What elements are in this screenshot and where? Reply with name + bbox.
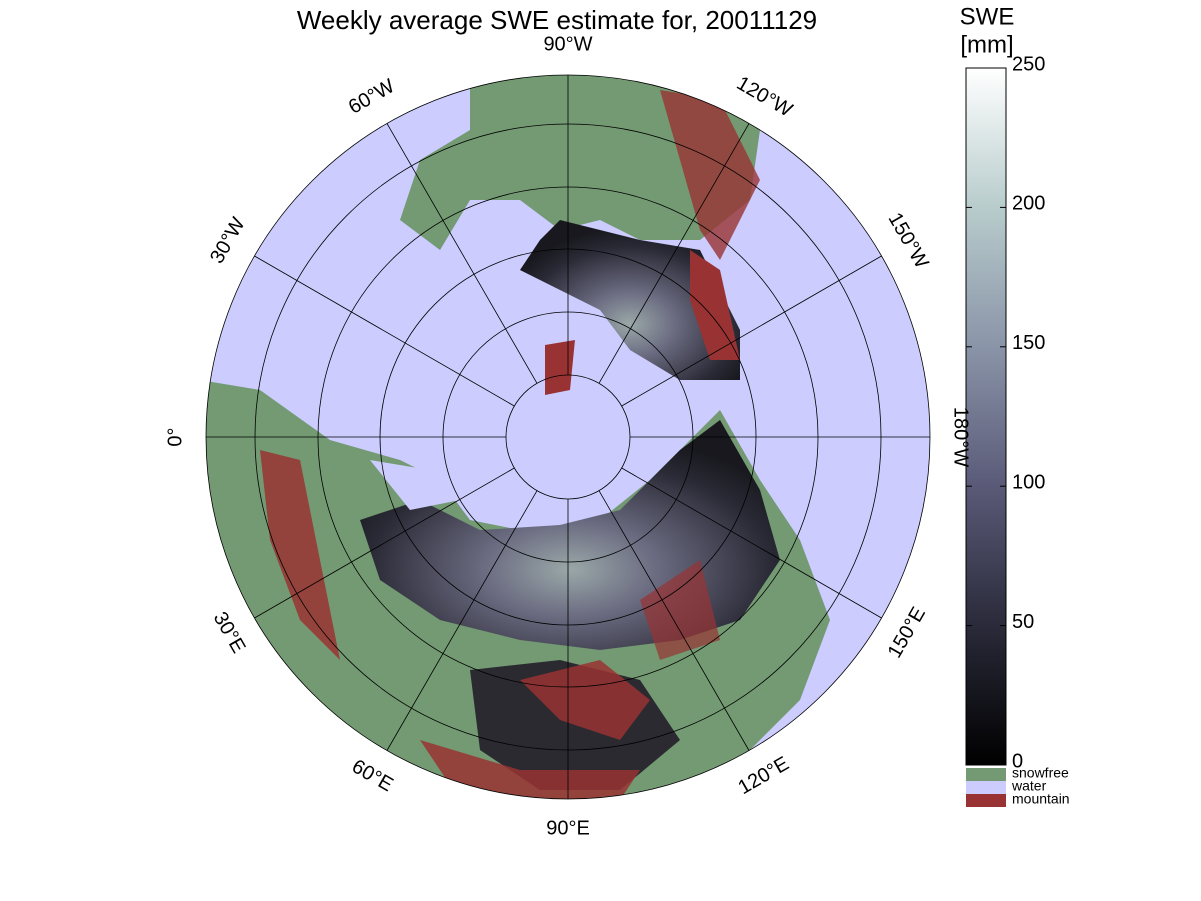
land-mountain <box>260 450 340 660</box>
land-mountain <box>520 660 650 740</box>
meridian <box>621 255 882 407</box>
meridian <box>386 123 538 384</box>
longitude-label: 120°E <box>734 753 792 799</box>
legend-swatch <box>966 794 1006 807</box>
legend-label: mountain <box>1012 791 1070 807</box>
meridian <box>598 490 750 751</box>
meridian <box>386 490 538 751</box>
longitude-label: 60°E <box>348 755 397 796</box>
longitude-label: 0° <box>164 427 186 446</box>
longitude-label: 120°W <box>733 72 796 121</box>
meridian <box>598 123 750 384</box>
graticule <box>205 74 931 800</box>
colorbar-tick-label: 0 <box>1012 750 1023 772</box>
land-snow <box>520 220 740 380</box>
colorbar-title: SWE <box>960 3 1015 30</box>
meridian <box>254 467 515 619</box>
longitude-label: 90°E <box>546 817 590 839</box>
land-mountain <box>690 250 740 360</box>
greenland <box>545 340 575 395</box>
land-mountain <box>660 90 760 260</box>
longitude-label: 30°W <box>206 214 250 268</box>
longitude-label: 90°W <box>543 33 592 55</box>
map-title: Weekly average SWE estimate for, 2001112… <box>297 5 817 35</box>
legend-label: water <box>1011 778 1047 794</box>
longitude-label: 60°W <box>345 75 399 119</box>
map-body <box>206 75 930 799</box>
land-mountain <box>420 740 640 799</box>
longitude-label: 150°W <box>884 209 933 272</box>
land-mountain <box>640 560 720 660</box>
meridian <box>621 467 882 619</box>
water-body <box>370 460 460 510</box>
colorbar-tick-label: 100 <box>1012 471 1045 493</box>
colorbar <box>965 67 1007 766</box>
legend-swatch <box>966 781 1006 794</box>
legend-swatch <box>966 768 1006 781</box>
colorbar-tick-label: 50 <box>1012 611 1034 633</box>
colorbar-tick-label: 200 <box>1012 193 1045 215</box>
longitude-label: 150°E <box>884 603 930 661</box>
colorbar-tick-label: 150 <box>1012 332 1045 354</box>
water-body <box>520 395 620 480</box>
longitude-label: 180°W <box>950 407 972 467</box>
meridian <box>254 255 515 407</box>
legend-label: snowfree <box>1012 765 1069 781</box>
colorbar-title: [mm] <box>960 31 1013 58</box>
colorbar-tick-label: 250 <box>1012 53 1045 75</box>
longitude-label: 30°E <box>209 608 250 657</box>
